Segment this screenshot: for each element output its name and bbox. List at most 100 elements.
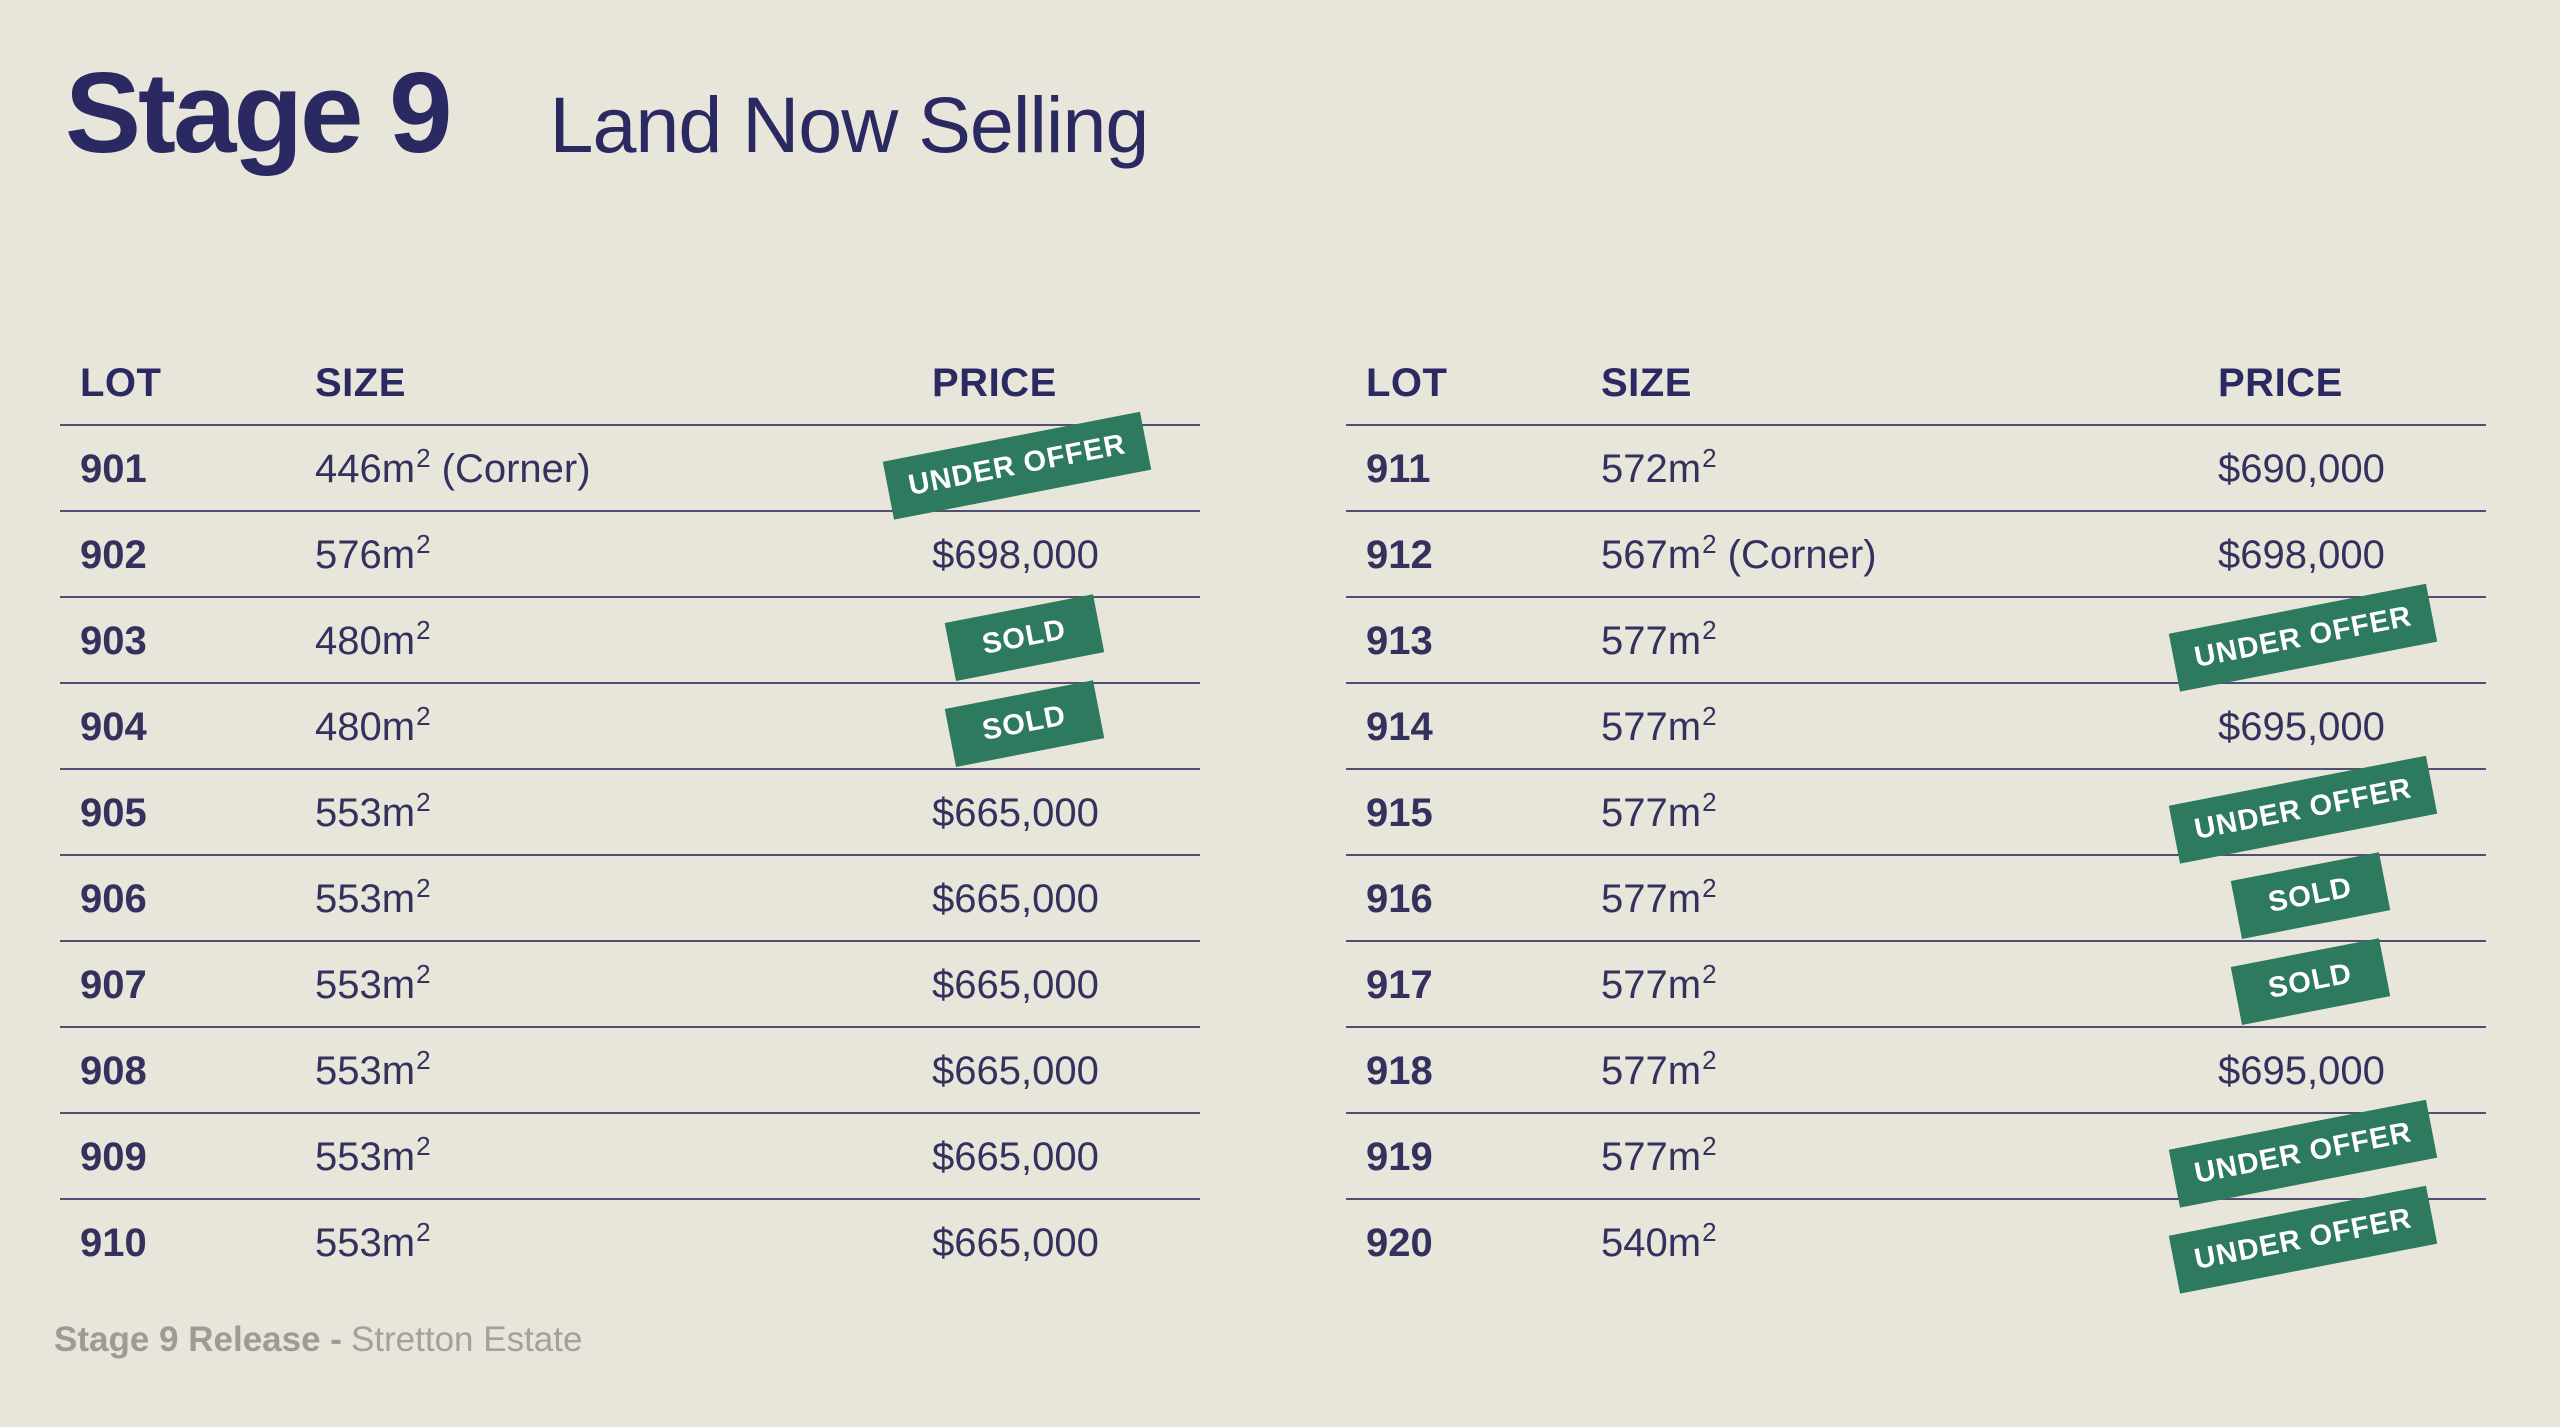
lot-number: 916 [1366, 877, 1433, 921]
table-header: LOT SIZE PRICE [1346, 352, 2486, 424]
lot-size-superscript: 2 [416, 1131, 431, 1161]
lot-size-superscript: 2 [416, 959, 431, 989]
lot-size-superscript: 2 [1702, 873, 1717, 903]
tables-container: LOT SIZE PRICE 901 446m2 (Corner) UNDER … [60, 352, 2486, 1294]
lot-price: $665,000 [932, 1049, 1099, 1093]
table-row: 909 553m2 $665,000 [60, 1112, 1200, 1198]
table-row: 912 567m2 (Corner) $698,000 [1346, 510, 2486, 596]
column-header-price: PRICE [2218, 361, 2343, 405]
lot-size-superscript: 2 [416, 529, 431, 559]
table-row: 907 553m2 $665,000 [60, 940, 1200, 1026]
table-row: 902 576m2 $698,000 [60, 510, 1200, 596]
lot-size-superscript: 2 [1702, 701, 1717, 731]
table-row: 916 577m2 SOLD [1346, 852, 2486, 940]
lot-number: 911 [1366, 447, 1431, 491]
lot-size-value: 577m [1601, 877, 1702, 921]
lot-size-superscript: 2 [416, 701, 431, 731]
lot-size: 553m2 [315, 873, 431, 922]
lot-number: 914 [1366, 705, 1433, 749]
page-title: Stage 9 [65, 50, 453, 177]
lot-number: 912 [1366, 533, 1433, 577]
status-badge: SOLD [2231, 938, 2391, 1025]
lot-size-value: 553m [315, 1221, 416, 1265]
lot-size: 577m2 [1601, 1045, 1717, 1094]
table-row: 903 480m2 SOLD [60, 594, 1200, 682]
lot-size: 576m2 [315, 529, 431, 578]
lot-size-superscript: 2 [416, 1217, 431, 1247]
table-row: 919 577m2 UNDER OFFER [1346, 1099, 2486, 1208]
status-badge: UNDER OFFER [882, 411, 1152, 520]
lot-number: 906 [80, 877, 147, 921]
lot-size-superscript: 2 [416, 873, 431, 903]
lot-number: 913 [1366, 619, 1433, 663]
table-row: 905 553m2 $665,000 [60, 768, 1200, 854]
page-subtitle: Land Now Selling [549, 80, 1150, 169]
lot-price: $665,000 [932, 1221, 1099, 1265]
lot-price: $690,000 [2218, 447, 2385, 491]
lot-price: $665,000 [932, 791, 1099, 835]
lot-price: $665,000 [932, 963, 1099, 1007]
lot-size-superscript: 2 [416, 787, 431, 817]
lot-size-superscript: 2 [1702, 529, 1717, 559]
lot-size: 553m2 [315, 787, 431, 836]
table-row: 913 577m2 UNDER OFFER [1346, 583, 2486, 692]
lot-size-value: 480m [315, 619, 416, 663]
lot-size-value: 553m [315, 1049, 416, 1093]
lot-price: $695,000 [2218, 1049, 2385, 1093]
table-row: 906 553m2 $665,000 [60, 854, 1200, 940]
lot-size-value: 446m [315, 447, 416, 491]
table-row: 918 577m2 $695,000 [1346, 1026, 2486, 1112]
table-row: 911 572m2 $690,000 [1346, 424, 2486, 510]
status-badge: SOLD [945, 680, 1105, 767]
lot-size: 446m2 (Corner) [315, 443, 591, 492]
lot-size: 553m2 [315, 959, 431, 1008]
lot-number: 904 [80, 705, 147, 749]
lot-size-superscript: 2 [1702, 615, 1717, 645]
lot-size: 577m2 [1601, 959, 1717, 1008]
lot-size-superscript: 2 [416, 615, 431, 645]
lot-price: $665,000 [932, 877, 1099, 921]
lot-size-superscript: 2 [1702, 443, 1717, 473]
lot-number: 908 [80, 1049, 147, 1093]
footer-estate-name: Stretton Estate [350, 1320, 583, 1359]
lot-number: 907 [80, 963, 147, 1007]
lot-size: 553m2 [315, 1217, 431, 1266]
lot-size-value: 577m [1601, 791, 1702, 835]
lot-number: 903 [80, 619, 147, 663]
lot-number: 901 [80, 447, 147, 491]
lot-size: 577m2 [1601, 873, 1717, 922]
footer: Stage 9 Release - Stretton Estate [54, 1320, 582, 1360]
lot-number: 902 [80, 533, 147, 577]
page-header: Stage 9 Land Now Selling [65, 48, 1150, 179]
lot-size-value: 553m [315, 791, 416, 835]
status-badge: SOLD [2231, 852, 2391, 939]
lot-number: 919 [1366, 1135, 1433, 1179]
lot-size-superscript: 2 [1702, 1217, 1717, 1247]
lot-size-value: 577m [1601, 1049, 1702, 1093]
lot-size-value: 567m [1601, 533, 1702, 577]
lot-size-value: 577m [1601, 1135, 1702, 1179]
lot-price: $695,000 [2218, 705, 2385, 749]
lot-size-value: 553m [315, 1135, 416, 1179]
lot-number: 909 [80, 1135, 147, 1179]
lot-price: $665,000 [932, 1135, 1099, 1179]
lot-size: 480m2 [315, 701, 431, 750]
status-badge: UNDER OFFER [2168, 583, 2438, 692]
lot-size-superscript: 2 [416, 1045, 431, 1075]
table-row: 904 480m2 SOLD [60, 680, 1200, 768]
table-row: 915 577m2 UNDER OFFER [1346, 755, 2486, 864]
lot-size-value: 540m [1601, 1221, 1702, 1265]
lot-size-value: 577m [1601, 963, 1702, 1007]
lot-number: 915 [1366, 791, 1433, 835]
lot-size-value: 553m [315, 963, 416, 1007]
table-row: 914 577m2 $695,000 [1346, 682, 2486, 768]
footer-release-label: Stage 9 Release - [54, 1320, 342, 1359]
table-row: 908 553m2 $665,000 [60, 1026, 1200, 1112]
status-badge: UNDER OFFER [2168, 755, 2438, 864]
lot-size: 553m2 [315, 1045, 431, 1094]
lot-size-value: 576m [315, 533, 416, 577]
lot-size: 572m2 [1601, 443, 1717, 492]
lot-price: $698,000 [2218, 533, 2385, 577]
lot-number: 917 [1366, 963, 1433, 1007]
